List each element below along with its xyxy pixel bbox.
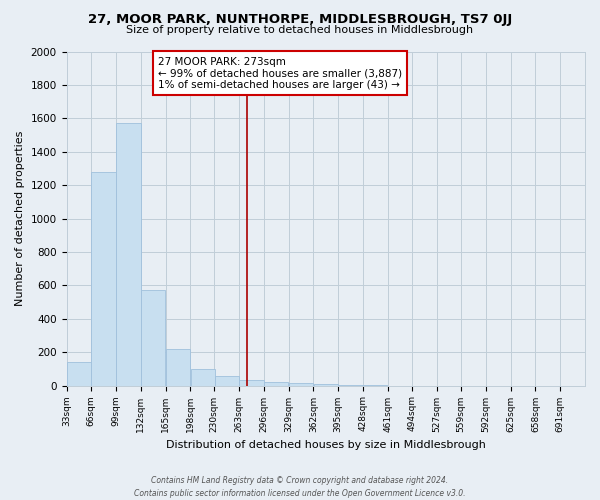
Bar — [289, 383, 313, 386]
Bar — [338, 384, 363, 386]
Text: 27 MOOR PARK: 273sqm
← 99% of detached houses are smaller (3,887)
1% of semi-det: 27 MOOR PARK: 273sqm ← 99% of detached h… — [158, 56, 402, 90]
Bar — [314, 384, 338, 386]
Bar — [191, 369, 215, 386]
Bar — [67, 362, 91, 386]
Bar — [116, 124, 140, 386]
Y-axis label: Number of detached properties: Number of detached properties — [15, 131, 25, 306]
Bar — [166, 349, 190, 386]
Text: 27, MOOR PARK, NUNTHORPE, MIDDLESBROUGH, TS7 0JJ: 27, MOOR PARK, NUNTHORPE, MIDDLESBROUGH,… — [88, 12, 512, 26]
Bar — [91, 172, 116, 386]
Text: Size of property relative to detached houses in Middlesbrough: Size of property relative to detached ho… — [127, 25, 473, 35]
Bar — [264, 382, 289, 386]
Bar — [215, 376, 239, 386]
X-axis label: Distribution of detached houses by size in Middlesbrough: Distribution of detached houses by size … — [166, 440, 486, 450]
Bar — [141, 290, 166, 386]
Text: Contains HM Land Registry data © Crown copyright and database right 2024.
Contai: Contains HM Land Registry data © Crown c… — [134, 476, 466, 498]
Bar — [239, 380, 263, 386]
